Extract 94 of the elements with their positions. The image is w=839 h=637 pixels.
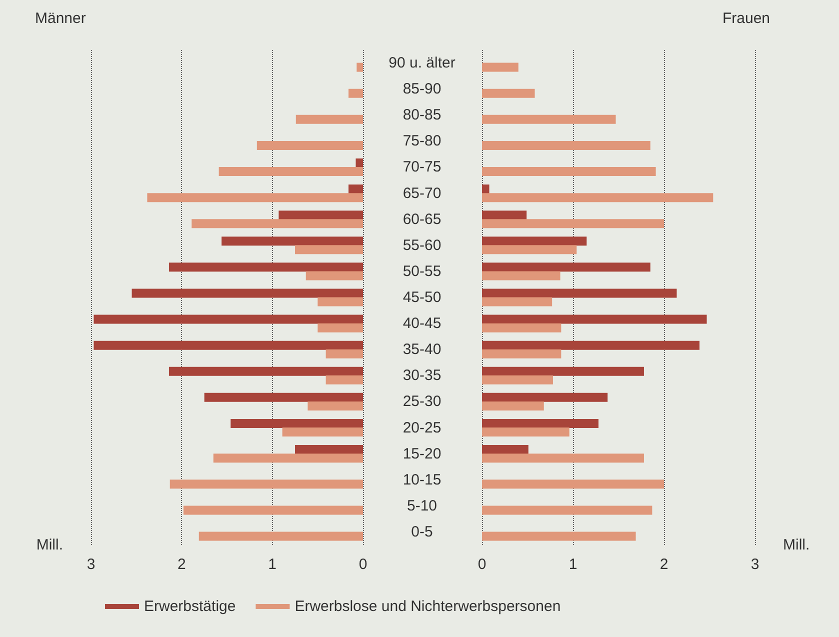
bar xyxy=(482,480,664,489)
bar xyxy=(482,506,652,515)
bar xyxy=(94,340,363,350)
bar xyxy=(482,245,577,254)
bar xyxy=(482,114,616,124)
bar xyxy=(295,245,363,254)
bar xyxy=(482,349,562,358)
bar xyxy=(482,392,608,402)
bar xyxy=(482,167,656,176)
y-tick-label: 55-60 xyxy=(402,236,442,254)
x-axis-title: Mill. xyxy=(36,536,63,554)
bar xyxy=(482,193,714,202)
chart-title: Frauen xyxy=(722,10,770,27)
bar xyxy=(256,140,363,150)
chart-title: Männer xyxy=(35,10,86,27)
x-axis-title: Mill. xyxy=(783,536,810,554)
y-tick-label: 85-90 xyxy=(402,80,442,98)
bar xyxy=(282,428,363,437)
bar xyxy=(482,418,598,428)
y-tick-label: 50-55 xyxy=(402,262,442,280)
bar xyxy=(482,445,528,454)
bar xyxy=(306,271,363,280)
bar xyxy=(482,236,587,246)
bar xyxy=(348,88,363,98)
bar xyxy=(147,193,363,202)
bar xyxy=(296,114,363,124)
y-tick-label: 45-50 xyxy=(402,289,442,306)
x-tick-label: 0 xyxy=(478,556,486,573)
bar xyxy=(482,375,553,384)
bar xyxy=(183,506,363,515)
y-tick-label: 60-65 xyxy=(402,210,442,228)
legend-label: Erwerbslose und Nichterwerbspersonen xyxy=(294,598,561,615)
bar xyxy=(482,314,707,324)
bar xyxy=(482,140,650,150)
bar xyxy=(482,323,562,332)
bar xyxy=(204,392,363,402)
y-tick-label: 10-15 xyxy=(402,471,442,488)
bar xyxy=(230,418,363,428)
bar xyxy=(482,262,650,272)
x-tick-label: 1 xyxy=(568,556,578,573)
bar xyxy=(482,340,700,350)
bar xyxy=(482,288,677,298)
y-tick-label: 5-10 xyxy=(406,497,438,514)
bar xyxy=(482,297,552,306)
bar xyxy=(482,88,535,98)
bar xyxy=(482,219,664,228)
y-tick-label: 35-40 xyxy=(402,341,442,358)
bar xyxy=(168,262,363,272)
bar xyxy=(326,349,363,358)
bar xyxy=(278,210,363,220)
y-tick-label: 30-35 xyxy=(402,367,442,384)
y-tick-label: 0-5 xyxy=(411,523,433,540)
bar xyxy=(356,158,363,168)
bar xyxy=(482,271,560,280)
bar xyxy=(326,375,363,384)
y-tick-label: 80-85 xyxy=(402,106,442,124)
y-tick-label: 25-30 xyxy=(402,393,442,410)
x-tick-label: 3 xyxy=(750,556,760,573)
y-tick-label: 15-20 xyxy=(402,445,442,462)
y-tick-label: 20-25 xyxy=(402,419,442,436)
bar xyxy=(213,454,363,463)
bar xyxy=(482,62,518,72)
bar xyxy=(170,480,363,489)
bar xyxy=(218,167,363,176)
y-tick-label: 90 u. älter xyxy=(388,54,456,72)
bar xyxy=(482,184,490,194)
bar xyxy=(356,62,363,72)
y-tick-label: 75-80 xyxy=(402,132,442,150)
bar xyxy=(318,297,363,306)
bar xyxy=(132,288,363,298)
bar xyxy=(198,532,363,541)
bar xyxy=(318,323,363,332)
bar xyxy=(295,445,363,454)
bar xyxy=(482,210,527,220)
bar xyxy=(482,401,544,410)
x-tick-label: 2 xyxy=(660,556,668,573)
y-tick-label: 40-45 xyxy=(402,315,442,332)
x-tick-label: 2 xyxy=(177,556,186,573)
y-tick-label: 65-70 xyxy=(402,184,442,202)
x-tick-label: 1 xyxy=(268,556,277,573)
bar xyxy=(168,366,363,376)
bar xyxy=(482,428,570,437)
bar xyxy=(192,219,363,228)
x-tick-label: 0 xyxy=(358,556,368,573)
bar xyxy=(482,532,636,541)
bar xyxy=(308,401,363,410)
y-tick-label: 70-75 xyxy=(402,158,442,176)
x-tick-label: 3 xyxy=(86,556,96,573)
bar xyxy=(222,236,363,246)
bar xyxy=(482,366,644,376)
bar xyxy=(94,314,363,324)
bar xyxy=(348,184,363,194)
bar xyxy=(482,454,644,463)
legend-label: Erwerbstätige xyxy=(144,598,236,615)
